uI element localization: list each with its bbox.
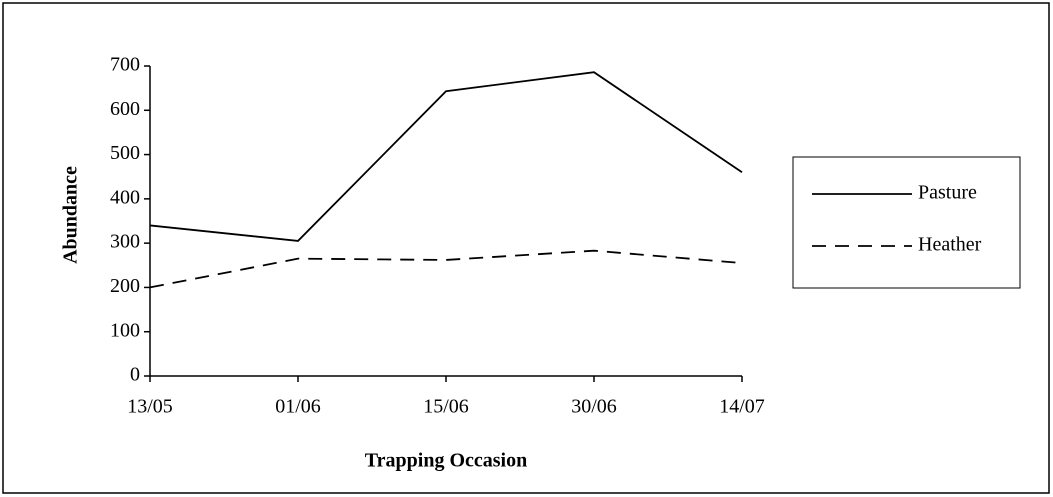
x-axis-label: Trapping Occasion: [365, 450, 527, 472]
y-tick-label: 0: [130, 364, 140, 386]
x-tick-label: 15/06: [423, 396, 469, 418]
series-line: [149, 71, 743, 242]
legend-label: Pasture: [918, 182, 977, 204]
y-tick-label: 200: [110, 275, 140, 297]
x-tick-label: 01/06: [275, 396, 321, 418]
y-tick-label: 400: [110, 186, 140, 208]
y-axis-label: Abundance: [60, 166, 82, 264]
y-tick-label: 100: [110, 319, 140, 341]
y-tick-label: 700: [110, 54, 140, 76]
legend-label: Heather: [918, 234, 982, 256]
y-tick-label: 300: [110, 231, 140, 253]
y-tick-label: 500: [110, 142, 140, 164]
x-tick-label: 13/05: [127, 396, 173, 418]
x-tick-label: 14/07: [719, 396, 765, 418]
x-tick-label: 30/06: [571, 396, 617, 418]
series-line: [149, 249, 743, 289]
legend-box: [792, 156, 1021, 289]
y-tick-label: 600: [110, 98, 140, 120]
